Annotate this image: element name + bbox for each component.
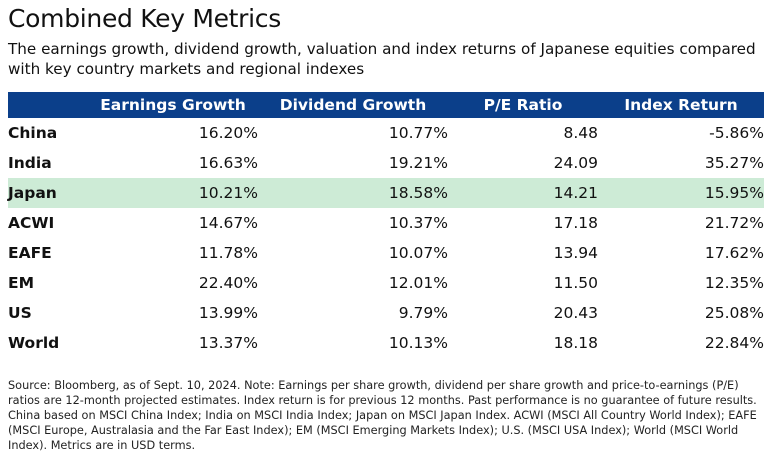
row-label: India <box>8 154 52 172</box>
table-body: China 16.20% 10.77% 8.48 -5.86% India 16.63% 19… <box>8 118 764 358</box>
table-row-acwi: ACWI 14.67% 10.37% 17.18 21.72% <box>8 208 764 238</box>
row-label: Japan <box>8 178 88 208</box>
earnings-growth-cell: 11.78% <box>198 244 258 262</box>
index-return-cell: 17.62% <box>704 244 764 262</box>
row-label: ACWI <box>8 214 55 232</box>
index-return-cell: -5.86% <box>709 124 764 142</box>
header-row-label <box>8 92 88 118</box>
metrics-table: Earnings Growth Dividend Growth P/E Rati… <box>8 92 764 358</box>
row-label: World <box>8 334 60 352</box>
dividend-growth-cell: 10.13% <box>388 334 448 352</box>
index-return-cell: 22.84% <box>704 334 764 352</box>
table-row-india: India 16.63% 19.21% 24.09 35.27% <box>8 148 764 178</box>
pe-ratio-cell: 13.94 <box>553 244 598 262</box>
index-return-cell: 35.27% <box>704 154 764 172</box>
table-row-japan: Japan 10.21% 18.58% 14.21 15.95% <box>8 178 764 208</box>
table-header-row: Earnings Growth Dividend Growth P/E Rati… <box>8 92 764 118</box>
earnings-growth-cell: 10.21% <box>88 178 258 208</box>
dividend-growth-cell: 9.79% <box>398 304 448 322</box>
index-return-cell: 12.35% <box>704 274 764 292</box>
earnings-growth-cell: 16.20% <box>198 124 258 142</box>
dividend-growth-cell: 10.77% <box>388 124 448 142</box>
pe-ratio-cell: 14.21 <box>448 178 598 208</box>
row-label: EM <box>8 274 35 292</box>
dividend-growth-cell: 10.07% <box>388 244 448 262</box>
table-row-us: US 13.99% 9.79% 20.43 25.08% <box>8 298 764 328</box>
header-index-return: Index Return <box>598 92 764 118</box>
table-row-china: China 16.20% 10.77% 8.48 -5.86% <box>8 118 764 148</box>
row-label: EAFE <box>8 244 52 262</box>
dividend-growth-cell: 19.21% <box>388 154 448 172</box>
row-label: China <box>8 124 58 142</box>
pe-ratio-cell: 8.48 <box>563 124 598 142</box>
row-label: US <box>8 304 32 322</box>
index-return-cell: 15.95% <box>598 178 764 208</box>
source-footnote: Source: Bloomberg, as of Sept. 10, 2024.… <box>8 379 757 452</box>
pe-ratio-cell: 11.50 <box>553 274 598 292</box>
pe-ratio-cell: 18.18 <box>553 334 598 352</box>
earnings-growth-cell: 16.63% <box>198 154 258 172</box>
index-return-cell: 25.08% <box>704 304 764 322</box>
earnings-growth-cell: 13.37% <box>198 334 258 352</box>
earnings-growth-cell: 14.67% <box>198 214 258 232</box>
dividend-growth-cell: 10.37% <box>388 214 448 232</box>
header-earnings-growth: Earnings Growth <box>88 92 258 118</box>
earnings-growth-cell: 22.40% <box>198 274 258 292</box>
table-row-eafe: EAFE 11.78% 10.07% 13.94 17.62% <box>8 238 764 268</box>
pe-ratio-cell: 17.18 <box>553 214 598 232</box>
dividend-growth-cell: 12.01% <box>388 274 448 292</box>
table-row-em: EM 22.40% 12.01% 11.50 12.35% <box>8 268 764 298</box>
table-row-world: World 13.37% 10.13% 18.18 22.84% <box>8 328 764 358</box>
pe-ratio-cell: 20.43 <box>553 304 598 322</box>
header-dividend-growth: Dividend Growth <box>258 92 448 118</box>
earnings-growth-cell: 13.99% <box>198 304 258 322</box>
header-pe-ratio: P/E Ratio <box>448 92 598 118</box>
page-title: Combined Key Metrics <box>8 4 281 33</box>
dividend-growth-cell: 18.58% <box>258 178 448 208</box>
pe-ratio-cell: 24.09 <box>553 154 598 172</box>
index-return-cell: 21.72% <box>704 214 764 232</box>
page-subtitle: The earnings growth, dividend growth, va… <box>8 40 756 78</box>
